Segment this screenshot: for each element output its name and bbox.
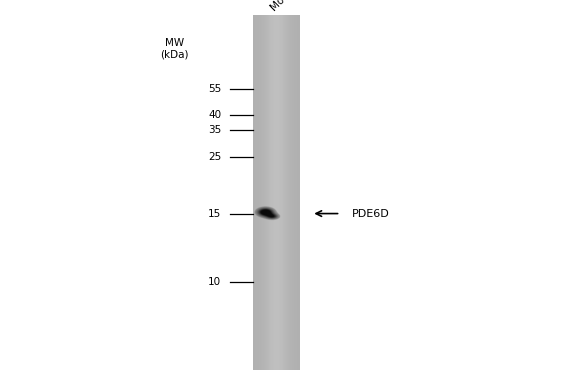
Bar bbox=[297, 15, 298, 370]
Text: PDE6D: PDE6D bbox=[352, 209, 390, 218]
Text: Mouse eye: Mouse eye bbox=[269, 0, 316, 13]
Bar bbox=[265, 15, 267, 370]
Bar bbox=[268, 15, 269, 370]
Text: MW
(kDa): MW (kDa) bbox=[161, 38, 189, 59]
Bar bbox=[289, 15, 290, 370]
Bar bbox=[285, 15, 286, 370]
Text: 35: 35 bbox=[208, 125, 221, 135]
Bar bbox=[267, 15, 268, 370]
Bar bbox=[290, 15, 291, 370]
Bar bbox=[264, 15, 265, 370]
Bar bbox=[286, 15, 288, 370]
Bar bbox=[261, 15, 262, 370]
Bar bbox=[279, 15, 281, 370]
Bar bbox=[255, 15, 256, 370]
Text: 10: 10 bbox=[208, 277, 221, 287]
Bar bbox=[294, 15, 295, 370]
Bar bbox=[299, 15, 300, 370]
Bar bbox=[274, 15, 275, 370]
Bar bbox=[284, 15, 285, 370]
Bar bbox=[256, 15, 257, 370]
Text: 40: 40 bbox=[208, 110, 221, 120]
Bar bbox=[258, 15, 260, 370]
Bar bbox=[277, 15, 278, 370]
Bar bbox=[272, 15, 274, 370]
Bar bbox=[281, 15, 282, 370]
Bar bbox=[263, 15, 264, 370]
Bar bbox=[288, 15, 289, 370]
Bar bbox=[262, 15, 263, 370]
Bar bbox=[282, 15, 283, 370]
Text: 55: 55 bbox=[208, 84, 221, 94]
Bar bbox=[295, 15, 296, 370]
Text: 25: 25 bbox=[208, 152, 221, 162]
Bar bbox=[275, 15, 276, 370]
Bar bbox=[253, 15, 300, 370]
Bar bbox=[253, 15, 254, 370]
Bar bbox=[271, 15, 272, 370]
Bar bbox=[276, 15, 277, 370]
Bar bbox=[278, 15, 279, 370]
Bar bbox=[254, 15, 255, 370]
Bar bbox=[291, 15, 292, 370]
Bar bbox=[269, 15, 270, 370]
Text: 15: 15 bbox=[208, 209, 221, 218]
Bar bbox=[298, 15, 299, 370]
Bar bbox=[293, 15, 294, 370]
Bar bbox=[260, 15, 261, 370]
Bar bbox=[257, 15, 258, 370]
Bar bbox=[270, 15, 271, 370]
Bar bbox=[296, 15, 297, 370]
Bar bbox=[292, 15, 293, 370]
Bar bbox=[283, 15, 284, 370]
